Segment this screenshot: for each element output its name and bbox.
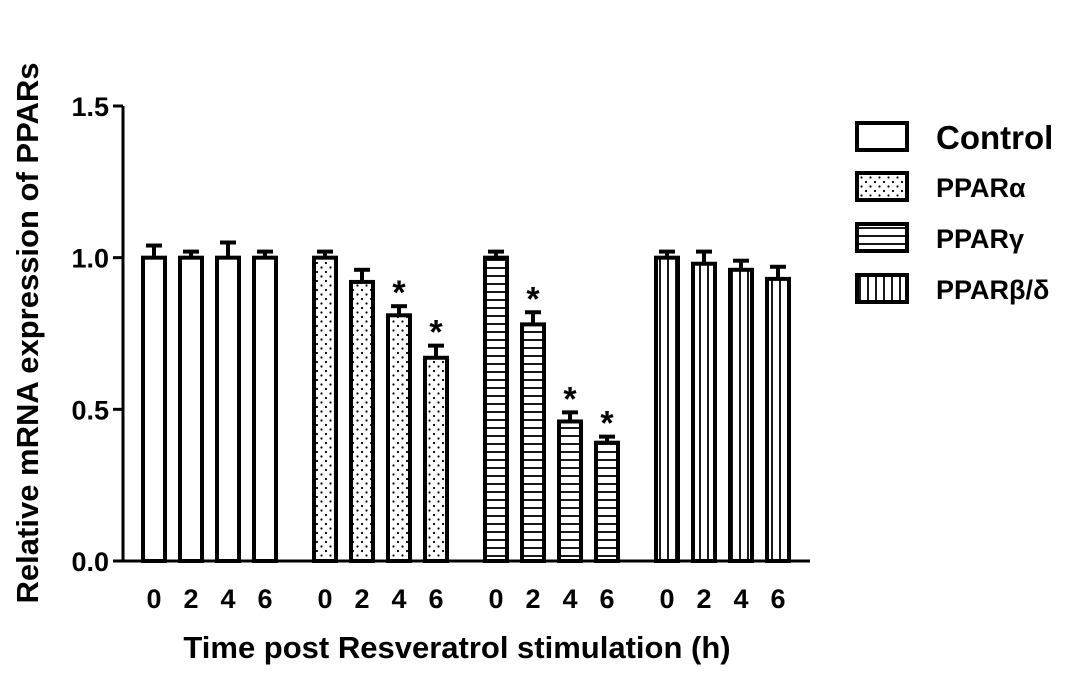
- legend-label: PPARβ/δ: [936, 275, 1049, 305]
- significance-marker: *: [429, 314, 443, 352]
- legend-swatch: [855, 222, 909, 253]
- x-tick-label: 4: [220, 584, 235, 614]
- x-tick-label: 6: [770, 584, 785, 614]
- x-tick-label: 0: [488, 584, 503, 614]
- x-tick-label: 6: [257, 584, 272, 614]
- bars: [141, 240, 791, 564]
- bar: [520, 322, 546, 563]
- bar: [728, 267, 754, 563]
- bar: [594, 440, 620, 564]
- labels: 0.00.51.01.50 2 4 6 0 2*4*6 0*2*4*6 0 2 4 6: [71, 92, 785, 614]
- legend-item: PPARγ: [855, 222, 1024, 254]
- bar: [386, 313, 412, 563]
- significance-marker: *: [600, 405, 614, 443]
- legend-item: PPARα: [855, 171, 1026, 203]
- x-tick-label: 4: [733, 584, 748, 614]
- bar: [765, 276, 791, 563]
- y-tick-label: 0.5: [71, 395, 109, 425]
- x-tick-label: 0: [317, 584, 332, 614]
- legend-swatch: [855, 171, 909, 202]
- bar: [483, 255, 509, 563]
- significance-marker: *: [526, 280, 540, 318]
- legend-item: PPARβ/δ: [855, 273, 1049, 305]
- x-tick-label: 4: [562, 584, 577, 614]
- x-tick-label: 2: [525, 584, 540, 614]
- bar: [349, 279, 375, 563]
- y-tick-label: 1.5: [71, 92, 109, 122]
- x-tick-label: 0: [146, 584, 161, 614]
- y-tick-label: 1.0: [71, 244, 109, 274]
- legend: Control PPARα PPARγ PPARβ/δ: [855, 119, 1053, 305]
- x-tick-label: 2: [696, 584, 711, 614]
- bar: [141, 255, 167, 563]
- legend-label: Control: [936, 119, 1053, 156]
- bar: [691, 261, 717, 563]
- y-axis-title: Relative mRNA expression of PPARs: [10, 63, 45, 604]
- x-axis-title: Time post Resveratrol stimulation (h): [183, 630, 730, 665]
- legend-item: Control: [855, 119, 1053, 156]
- bar: [557, 419, 583, 564]
- x-tick-label: 2: [183, 584, 198, 614]
- significance-marker: *: [563, 380, 577, 418]
- legend-swatch: [855, 273, 909, 304]
- x-tick-label: 2: [354, 584, 369, 614]
- bar: [423, 355, 449, 563]
- bar: [178, 255, 204, 563]
- x-tick-label: 6: [599, 584, 614, 614]
- bar: [654, 255, 680, 563]
- bar: [252, 255, 278, 563]
- bar: [312, 255, 338, 563]
- legend-swatch: [855, 121, 909, 152]
- bar: [215, 255, 241, 563]
- legend-label: PPARα: [936, 173, 1026, 203]
- x-tick-label: 4: [391, 584, 406, 614]
- y-tick-label: 0.0: [71, 547, 109, 577]
- legend-label: PPARγ: [936, 224, 1024, 254]
- x-tick-label: 0: [659, 584, 674, 614]
- significance-marker: *: [392, 274, 406, 312]
- x-tick-label: 6: [428, 584, 443, 614]
